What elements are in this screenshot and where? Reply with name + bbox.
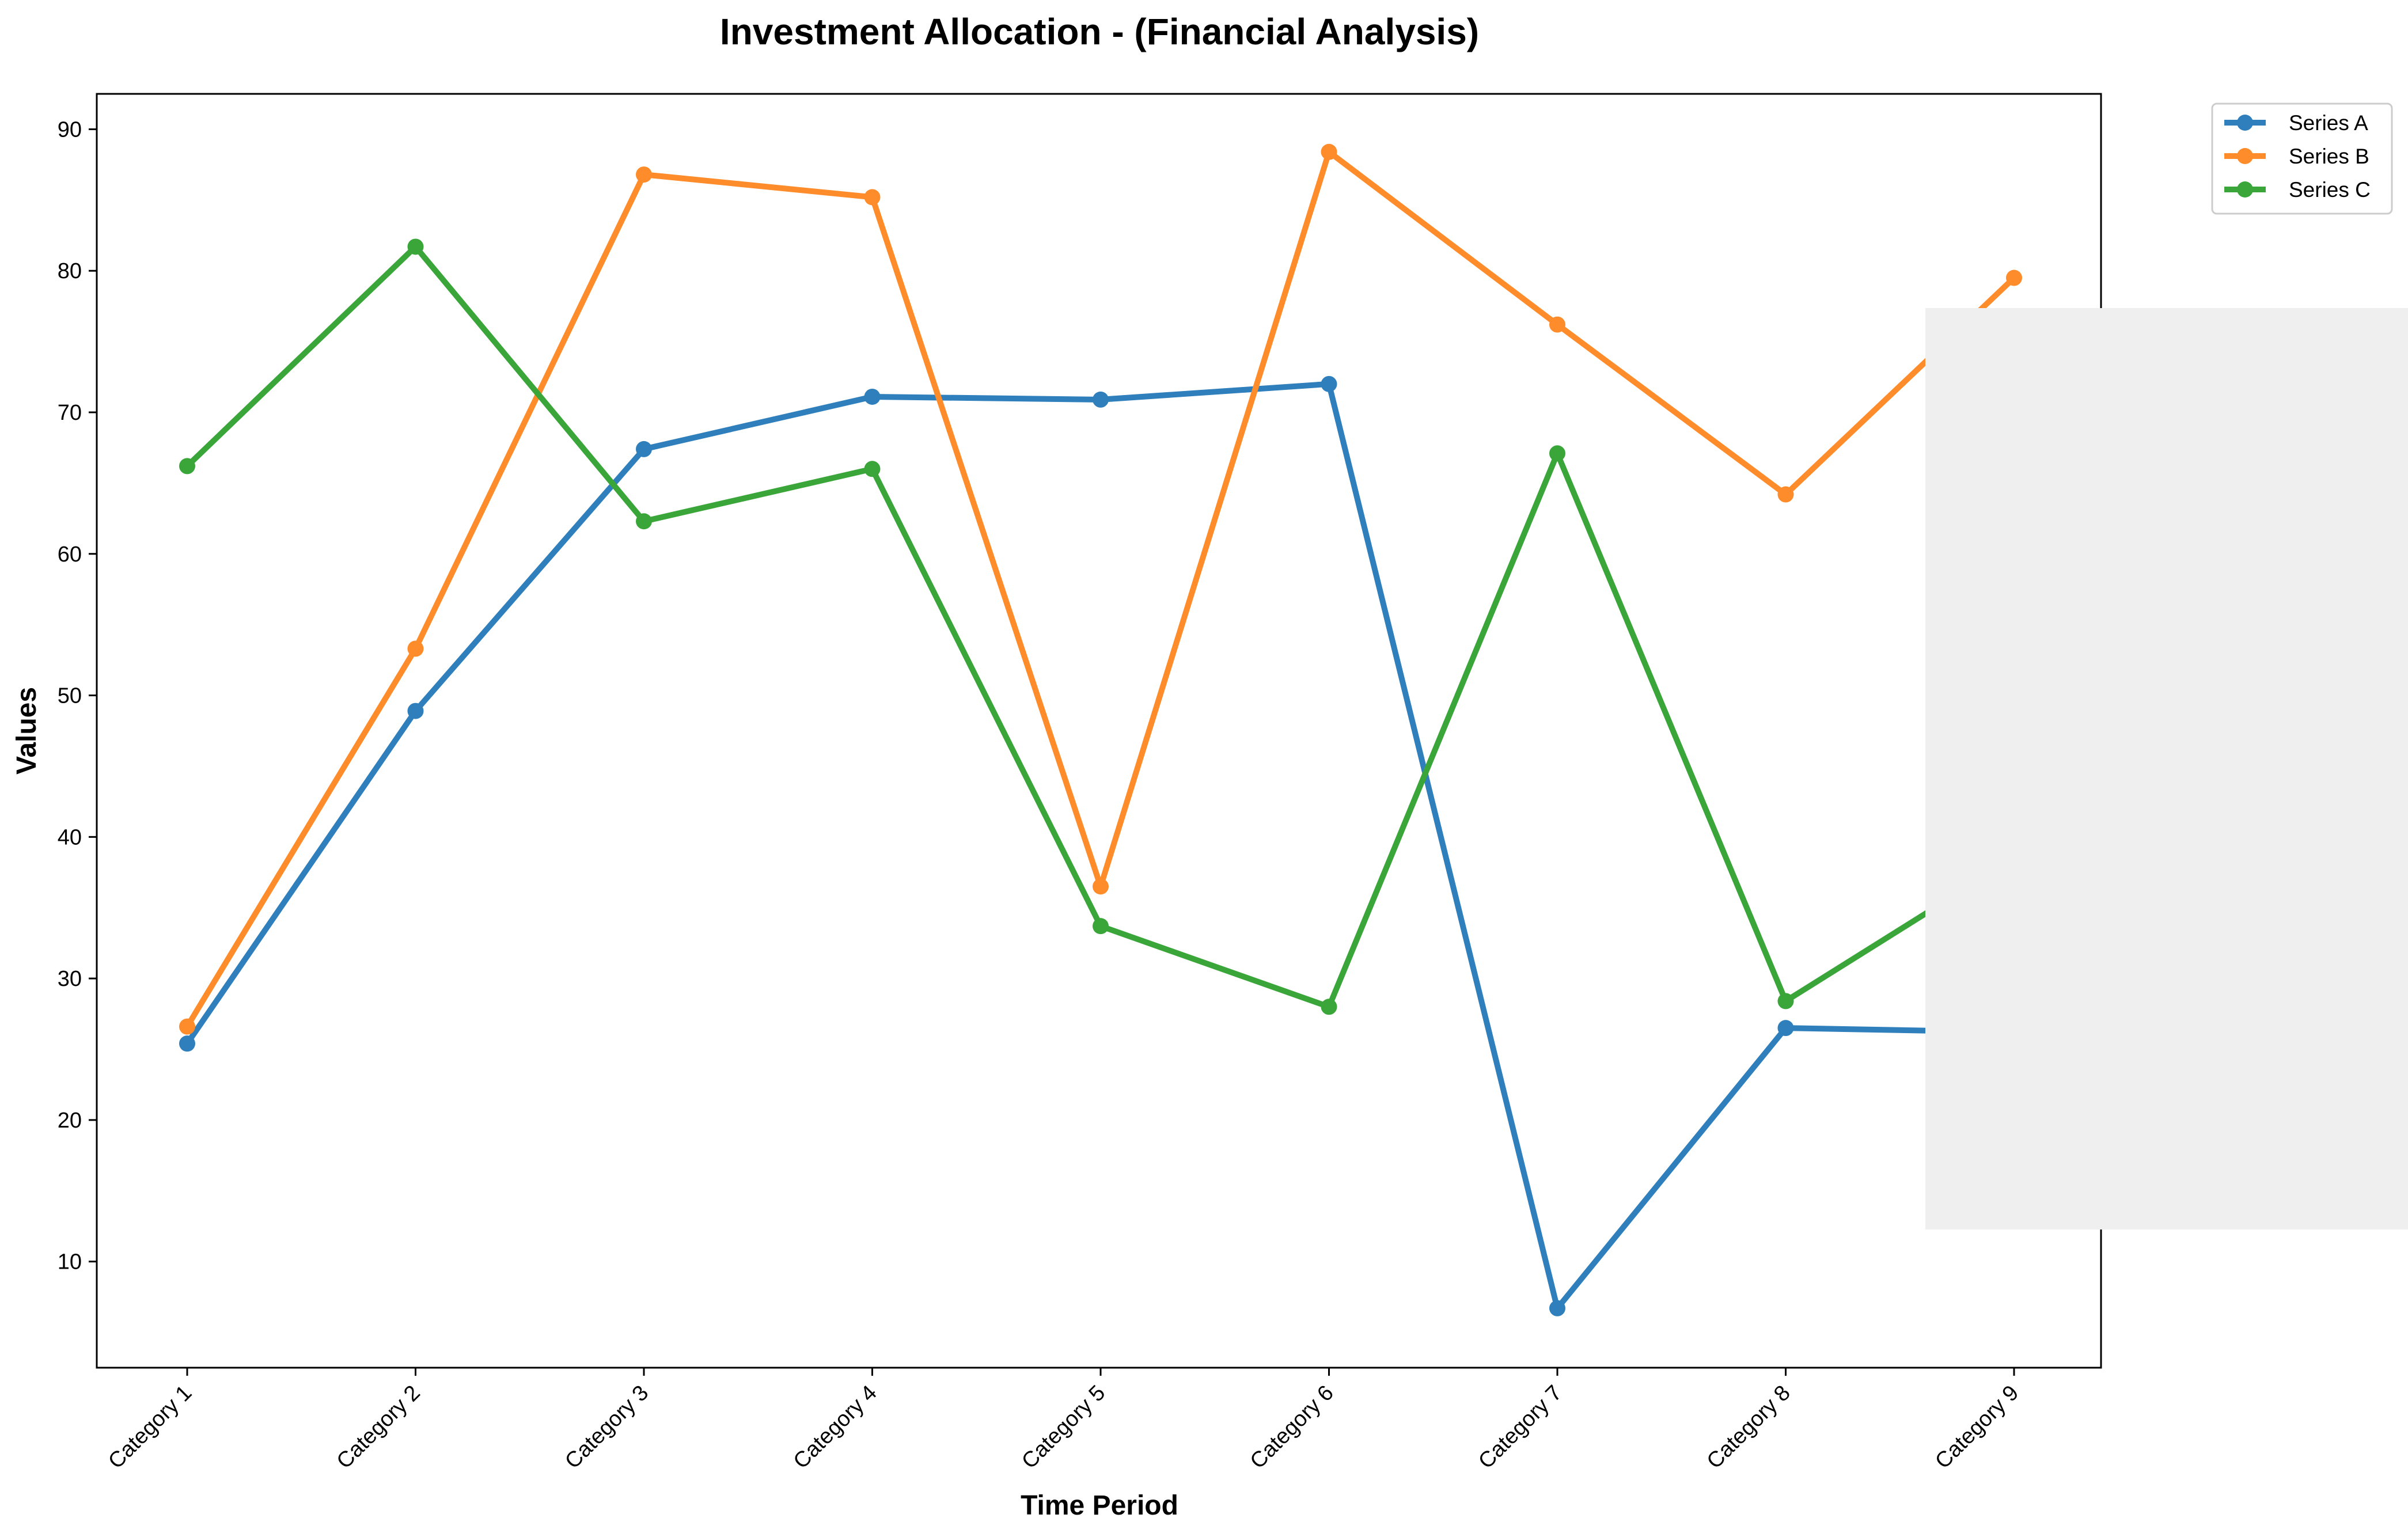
- data-point: [407, 640, 424, 657]
- data-point: [407, 703, 424, 719]
- data-point: [179, 1035, 195, 1052]
- data-point: [1093, 878, 1109, 895]
- data-point: [407, 238, 424, 255]
- legend-box: [2211, 103, 2393, 215]
- data-point: [864, 388, 881, 405]
- data-point: [1321, 999, 1337, 1015]
- legend-label: Series C: [2289, 178, 2371, 202]
- x-axis-label: Time Period: [1021, 1490, 1178, 1521]
- legend-swatch-marker: [2237, 148, 2253, 164]
- y-tick-label: 50: [58, 684, 82, 708]
- legend-item: Series A: [2224, 111, 2368, 135]
- y-axis-label: Values: [12, 687, 42, 775]
- data-point: [179, 1018, 195, 1035]
- data-point: [1321, 375, 1337, 392]
- y-tick-label: 10: [58, 1250, 82, 1274]
- data-point: [864, 189, 881, 206]
- legend-label: Series A: [2289, 111, 2368, 135]
- data-point: [1093, 918, 1109, 935]
- y-tick-label: 40: [58, 825, 82, 849]
- data-point: [1549, 1300, 1565, 1316]
- y-axis: 10 20 30 40 50 60 70 80 90: [58, 117, 97, 1274]
- data-point: [2006, 270, 2022, 286]
- chart-title: Investment Allocation - (Financial Analy…: [720, 11, 1479, 52]
- data-point: [1777, 993, 1794, 1010]
- data-point: [636, 166, 652, 183]
- legend-swatch-marker: [2237, 181, 2253, 198]
- series-2: [179, 143, 2022, 1035]
- y-tick-label: 60: [58, 542, 82, 567]
- legend: Series A Series B Series C: [2211, 103, 2393, 215]
- legend-swatch-marker: [2237, 115, 2253, 131]
- data-point: [1549, 445, 1565, 462]
- data-point: [1093, 391, 1109, 408]
- data-point: [1777, 1020, 1794, 1037]
- y-tick-label: 90: [58, 117, 82, 142]
- y-tick-label: 70: [58, 401, 82, 425]
- legend-item: Series C: [2224, 178, 2371, 202]
- y-tick-label: 30: [58, 967, 82, 991]
- data-point: [636, 513, 652, 530]
- data-point: [636, 441, 652, 457]
- data-point: [1549, 316, 1565, 333]
- legend-label: Series B: [2289, 145, 2369, 168]
- plot-series-group: [179, 143, 2022, 1316]
- overlay-panel: [1925, 308, 2408, 1229]
- data-point: [1777, 486, 1794, 503]
- data-point: [864, 461, 881, 477]
- data-point: [179, 458, 195, 475]
- y-tick-label: 20: [58, 1109, 82, 1133]
- legend-item: Series B: [2224, 145, 2369, 168]
- data-point: [1321, 143, 1337, 160]
- y-tick-label: 80: [58, 259, 82, 283]
